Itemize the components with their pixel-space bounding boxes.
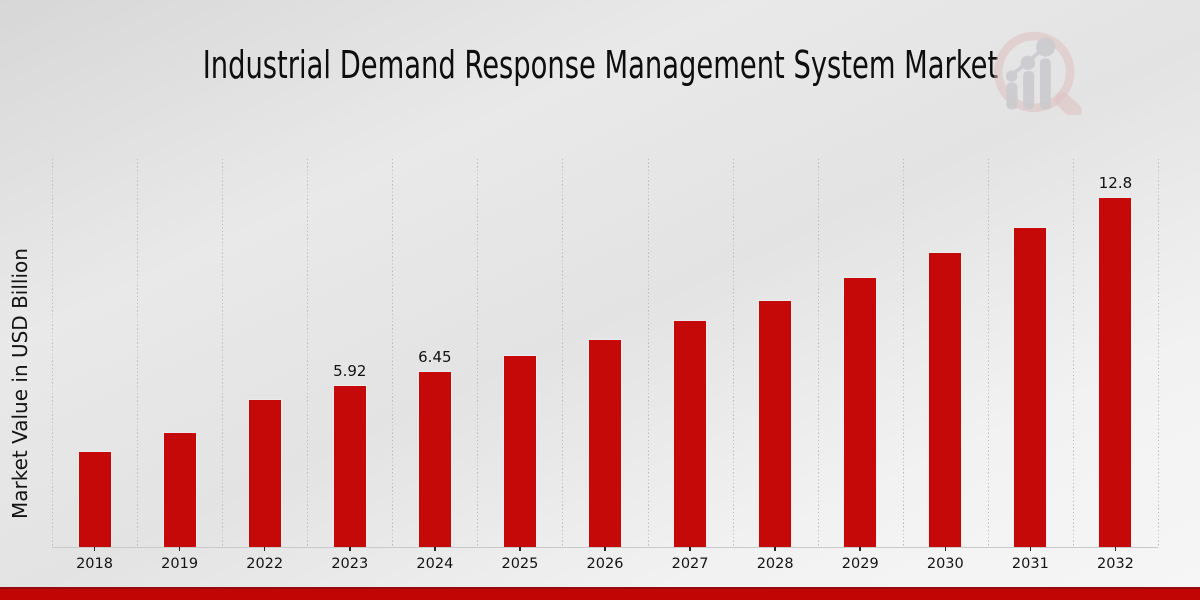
x-tick-label-2030: 2030 bbox=[926, 556, 964, 572]
vertical-gridline bbox=[562, 159, 564, 547]
x-axis-tick bbox=[1029, 547, 1032, 551]
x-axis-tick bbox=[349, 547, 351, 551]
x-axis-tick bbox=[519, 547, 521, 551]
x-tick-label-2023: 2023 bbox=[331, 556, 369, 572]
bar-2028 bbox=[758, 299, 793, 547]
bar-2022 bbox=[247, 399, 282, 547]
chart-title-wrap: Industrial Demand Response Management Sy… bbox=[0, 46, 1200, 84]
x-tick-label-2019: 2019 bbox=[161, 556, 199, 572]
y-axis-label: Market Value in USD Billion bbox=[8, 248, 32, 519]
vertical-gridline bbox=[902, 159, 904, 547]
bar-2024 bbox=[417, 370, 452, 547]
x-tick-label-2028: 2028 bbox=[756, 556, 794, 572]
bar-2019 bbox=[162, 432, 197, 547]
x-axis-tick bbox=[689, 547, 691, 551]
bar-2032 bbox=[1098, 197, 1133, 547]
vertical-gridline bbox=[1072, 159, 1074, 547]
x-tick-label-2027: 2027 bbox=[671, 556, 709, 572]
vertical-gridline bbox=[987, 159, 989, 547]
vertical-gridline bbox=[647, 159, 649, 547]
vertical-gridline bbox=[477, 159, 479, 547]
x-tick-label-2022: 2022 bbox=[246, 556, 284, 572]
x-axis-tick bbox=[1114, 547, 1117, 551]
bar-2018 bbox=[77, 451, 112, 547]
vertical-gridline bbox=[1158, 159, 1159, 547]
bar-2029 bbox=[843, 277, 878, 547]
bar-value-label: 12.8 bbox=[1098, 174, 1133, 193]
vertical-gridline bbox=[307, 159, 309, 547]
plot-area: 2018 2019 2022 5.92 2023 6.45 2024 2025 2026 2027… bbox=[52, 159, 1159, 572]
x-axis-tick bbox=[604, 547, 606, 551]
bar-value-label: 6.45 bbox=[418, 347, 452, 366]
x-tick-label-2029: 2029 bbox=[841, 556, 879, 572]
x-axis-tick bbox=[944, 547, 947, 551]
bar-2030 bbox=[928, 252, 963, 547]
x-axis-tick bbox=[263, 547, 266, 551]
bar-2027 bbox=[673, 320, 708, 547]
vertical-gridline bbox=[392, 159, 394, 547]
x-axis-tick bbox=[93, 547, 96, 551]
x-axis-tick bbox=[859, 547, 861, 551]
vertical-gridline bbox=[222, 159, 224, 547]
x-axis-tick bbox=[774, 547, 776, 551]
x-tick-label-2025: 2025 bbox=[501, 556, 539, 572]
vertical-gridline bbox=[732, 159, 734, 547]
bar-2025 bbox=[502, 355, 537, 547]
bar-2026 bbox=[588, 338, 622, 547]
bar-value-label: 5.92 bbox=[333, 362, 367, 381]
x-tick-label-2032: 2032 bbox=[1097, 556, 1134, 572]
market-research-magnifier-logo-icon bbox=[993, 31, 1082, 115]
bar-2023 bbox=[332, 385, 367, 547]
chart-title: Industrial Demand Response Management Sy… bbox=[202, 43, 998, 87]
x-tick-label-2024: 2024 bbox=[416, 556, 454, 572]
x-axis-tick bbox=[178, 547, 181, 551]
x-tick-label-2018: 2018 bbox=[76, 556, 113, 572]
x-axis-tick bbox=[434, 547, 436, 551]
bar-2031 bbox=[1013, 226, 1048, 547]
x-tick-label-2026: 2026 bbox=[586, 556, 624, 572]
vertical-gridline bbox=[137, 159, 139, 547]
x-tick-label-2031: 2031 bbox=[1011, 556, 1049, 572]
vertical-gridline bbox=[52, 159, 53, 547]
footer-accent-band bbox=[0, 587, 1200, 600]
vertical-gridline bbox=[817, 159, 819, 547]
